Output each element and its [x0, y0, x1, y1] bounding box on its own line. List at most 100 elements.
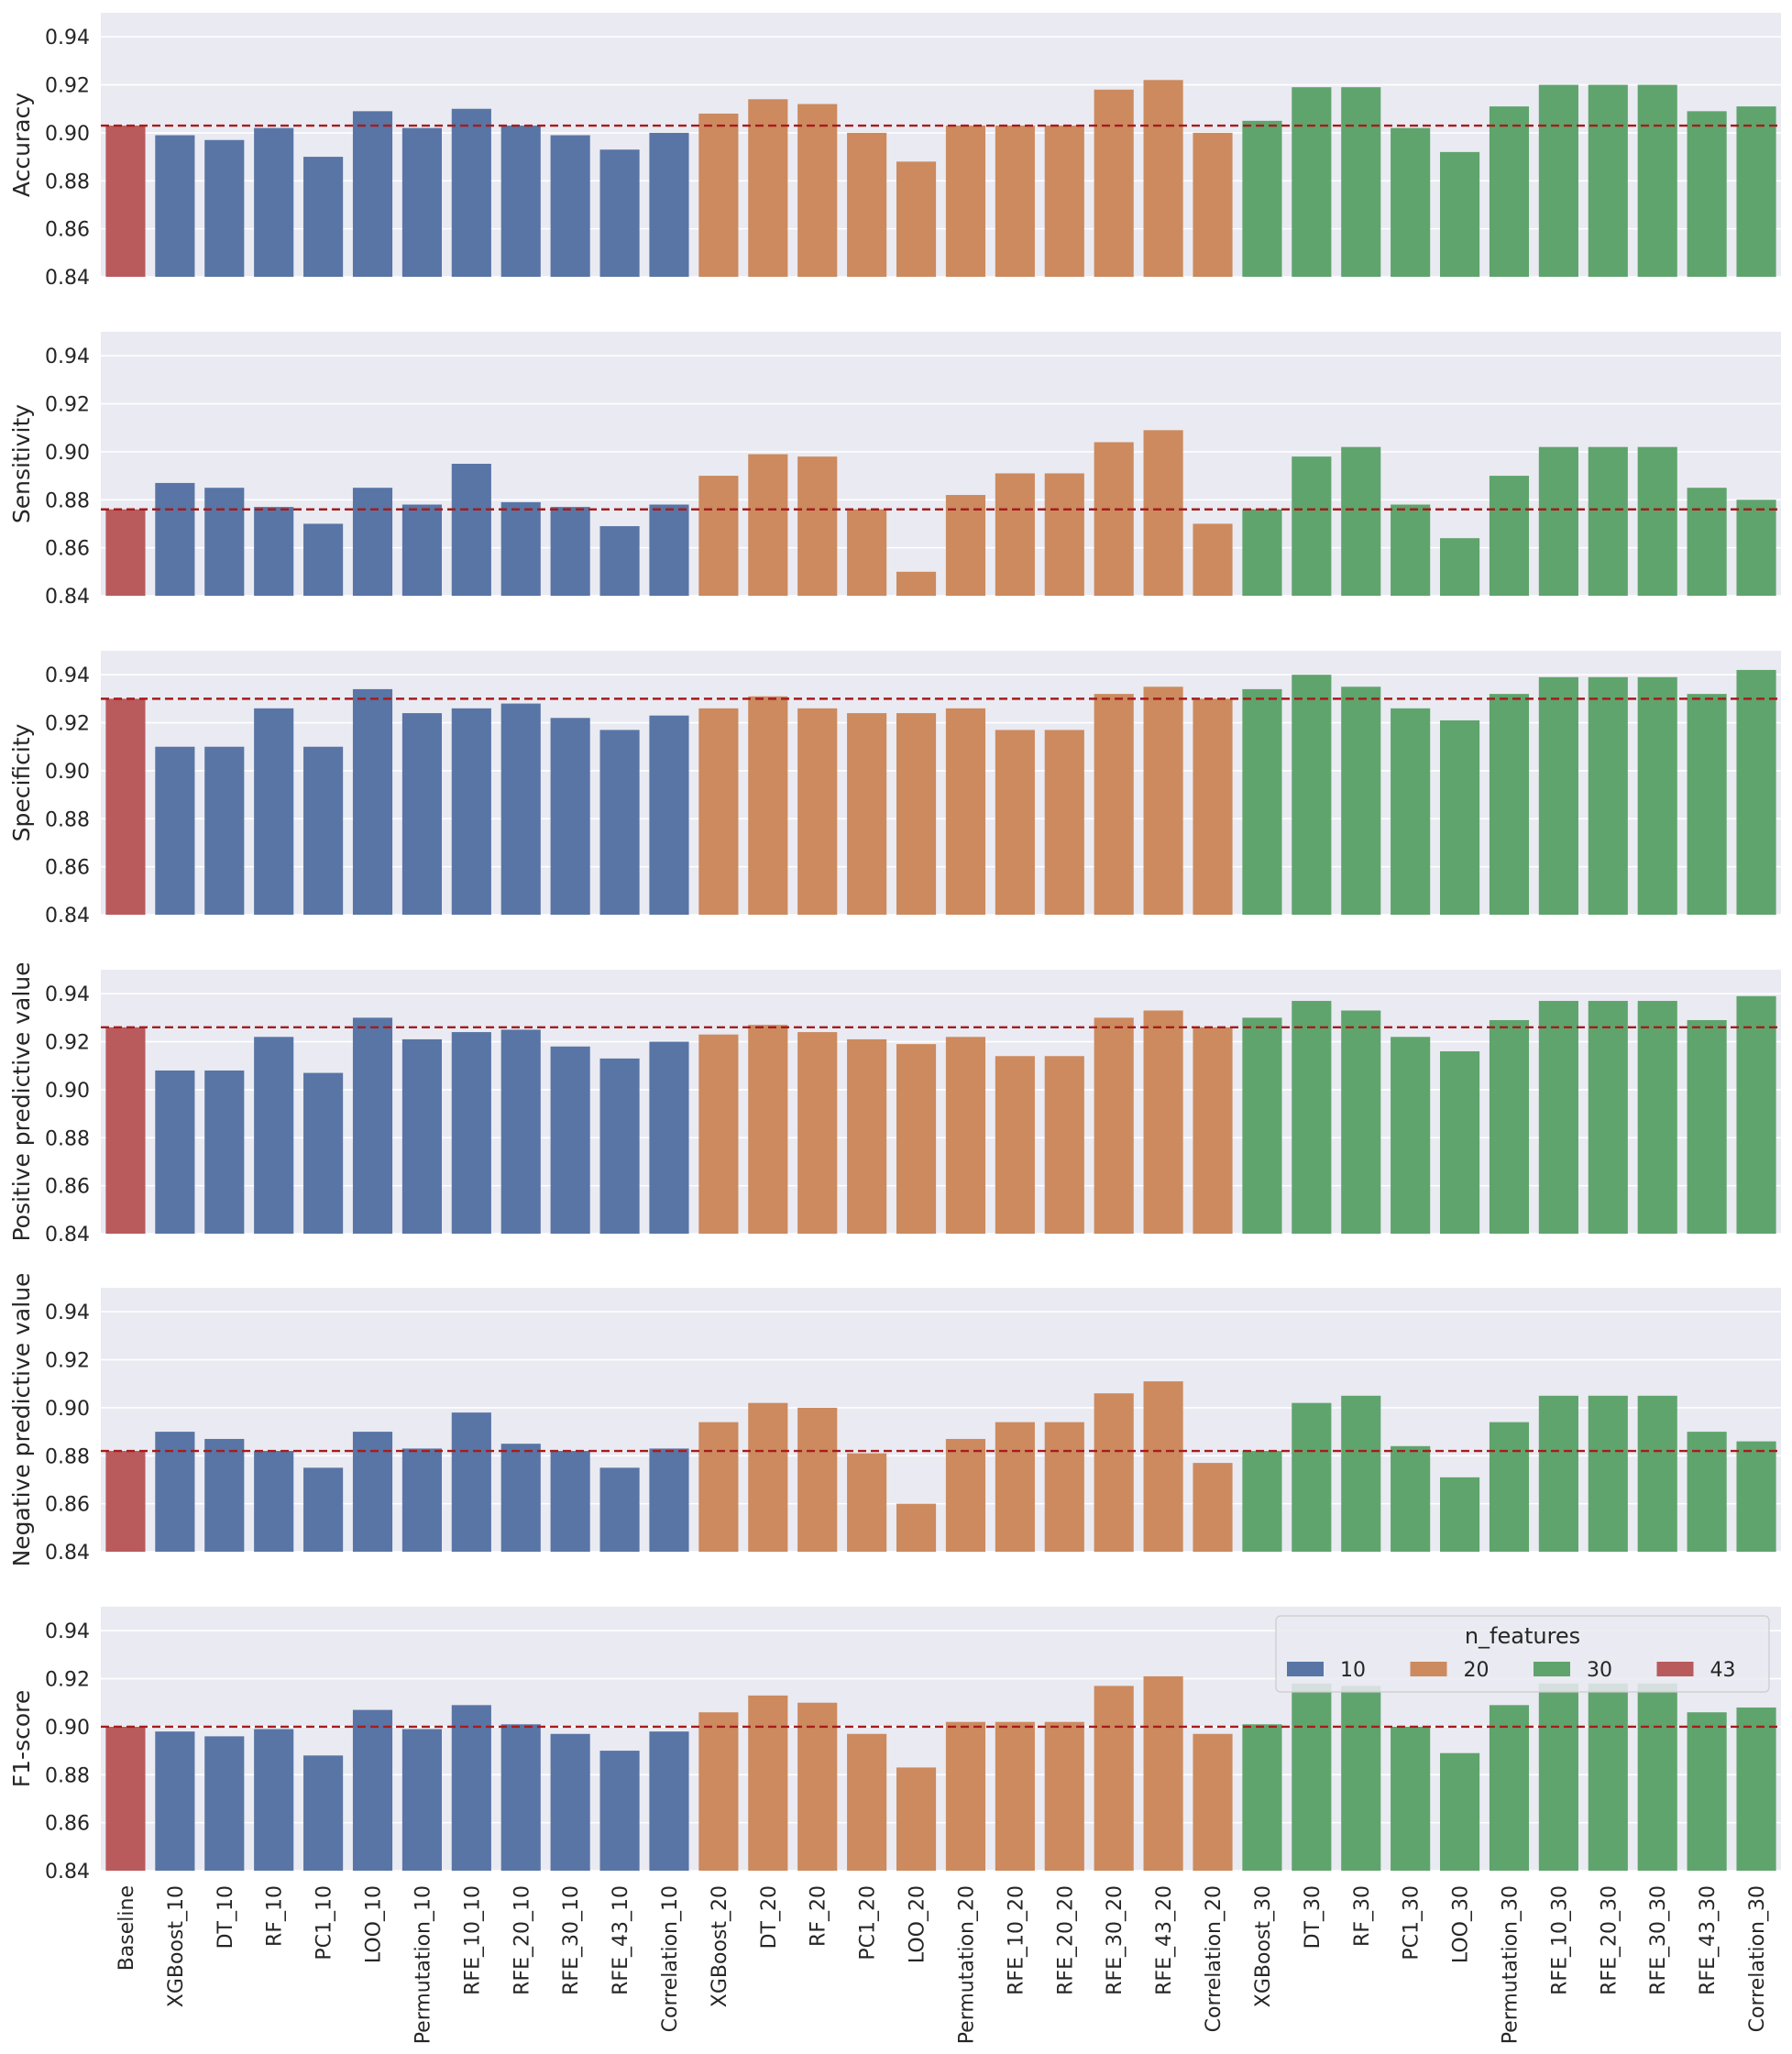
y-tick-label: 0.84: [45, 586, 90, 609]
bar-RFE_43_30: [1687, 694, 1727, 915]
bar-XGBoost_10: [155, 1432, 195, 1552]
bar-RFE_10_30: [1538, 1001, 1578, 1234]
legend-label-20: 20: [1464, 1659, 1490, 1682]
x-tick-label: PC1_30: [1401, 1885, 1424, 1961]
bar-RFE_10_20: [995, 126, 1035, 277]
bar-DT_20: [748, 696, 788, 915]
bar-DT_20: [748, 1025, 788, 1234]
x-tick-label: DT_20: [758, 1885, 781, 1949]
bar-DT_30: [1292, 1683, 1332, 1871]
bar-RFE_30_20: [1094, 1686, 1134, 1871]
bar-PC1_10: [303, 523, 344, 596]
x-tick-label: RFE_43_10: [610, 1885, 632, 1995]
bar-RFE_20_20: [1044, 126, 1084, 277]
bar-RFE_30_20: [1094, 89, 1134, 277]
x-tick-label: Permutation_10: [412, 1885, 434, 2044]
bar-RFE_20_20: [1044, 473, 1084, 596]
subplot-4: 0.84 0.86 0.88 0.90 0.92 0.94 Positive predict…: [8, 961, 1781, 1247]
bar-RFE_30_30: [1637, 84, 1677, 277]
y-tick-label: 0.90: [45, 1717, 90, 1740]
bar-Correlation_20: [1193, 523, 1233, 596]
y-tick-label: 0.90: [45, 123, 90, 146]
bar-Permutation_20: [945, 126, 986, 277]
x-tick-label: Correlation_10: [659, 1885, 682, 2032]
bar-XGBoost_30: [1242, 120, 1282, 277]
bar-Permutation_30: [1489, 1019, 1530, 1234]
bar-DT_10: [204, 139, 245, 277]
bar-PC1_30: [1391, 708, 1431, 915]
bar-Correlation_20: [1193, 132, 1233, 277]
y-tick-label: 0.86: [45, 1494, 90, 1517]
x-tick-label: RF_20: [808, 1885, 830, 1947]
x-tick-label: RFE_30_30: [1647, 1885, 1670, 1995]
bar-PC1_30: [1391, 1726, 1431, 1871]
y-tick-label: 0.86: [45, 538, 90, 561]
bar-RFE_10_10: [451, 1705, 491, 1871]
legend-swatch-10: [1287, 1662, 1324, 1676]
bar-LOO_20: [896, 713, 937, 915]
bar-RFE_10_30: [1538, 1395, 1578, 1552]
bar-Correlation_10: [649, 1448, 689, 1552]
bar-Permutation_20: [945, 1037, 986, 1234]
subplot-5: 0.84 0.86 0.88 0.90 0.92 0.94 Negative predict…: [8, 1273, 1781, 1566]
bar-RFE_10_30: [1538, 676, 1578, 915]
bar-DT_20: [748, 1695, 788, 1871]
bar-Permutation_20: [945, 1721, 986, 1871]
x-tick-label: XGBoost_30: [1252, 1885, 1275, 2007]
bar-Permutation_30: [1489, 476, 1530, 596]
x-tick-label: RFE_20_10: [511, 1885, 533, 1995]
x-tick-label: Correlation_30: [1746, 1885, 1769, 2032]
bar-RF_10: [254, 1037, 294, 1234]
bar-RFE_30_20: [1094, 1017, 1134, 1234]
bar-LOO_10: [352, 1017, 393, 1234]
x-tick-label: Baseline: [115, 1885, 138, 1971]
bar-RFE_20_30: [1588, 446, 1628, 596]
bar-RFE_10_10: [451, 464, 491, 596]
bar-RFE_43_20: [1143, 80, 1183, 278]
bar-RF_30: [1341, 686, 1381, 915]
bar-RFE_30_20: [1094, 694, 1134, 915]
subplot-1: 0.84 0.86 0.88 0.90 0.92 0.94 Accuracy: [8, 13, 1781, 290]
bar-RF_20: [797, 456, 838, 596]
bar-Permutation_10: [401, 1038, 442, 1234]
bar-DT_30: [1292, 1001, 1332, 1234]
y-tick-label: 0.84: [45, 1542, 90, 1565]
bar-RFE_43_30: [1687, 1432, 1727, 1552]
x-tick-label: RFE_30_10: [560, 1885, 583, 1995]
x-tick-label: RFE_10_20: [1005, 1885, 1028, 1995]
bar-RFE_43_10: [599, 1058, 640, 1234]
y-tick-label: 0.92: [45, 1669, 90, 1692]
y-tick-label: 0.94: [45, 1302, 90, 1324]
bar-PC1_20: [847, 132, 887, 277]
y-tick-label: 0.92: [45, 394, 90, 417]
y-axis-label: Specificity: [8, 723, 35, 841]
bar-DT_10: [204, 746, 245, 915]
y-tick-label: 0.92: [45, 1350, 90, 1373]
bar-Correlation_20: [1193, 1027, 1233, 1234]
bar-RFE_20_30: [1588, 676, 1628, 915]
bar-RFE_30_30: [1637, 446, 1677, 596]
bar-RFE_10_10: [451, 708, 491, 915]
y-tick-label: 0.86: [45, 219, 90, 242]
y-tick-label: 0.90: [45, 1080, 90, 1103]
bar-PC1_30: [1391, 504, 1431, 596]
bar-RFE_43_20: [1143, 1010, 1183, 1234]
bar-XGBoost_10: [155, 135, 195, 277]
bar-PC1_10: [303, 746, 344, 915]
bar-LOO_10: [352, 688, 393, 915]
bar-RFE_43_10: [599, 730, 640, 915]
bar-RFE_20_20: [1044, 730, 1084, 915]
bar-XGBoost_30: [1242, 509, 1282, 596]
bar-RFE_20_10: [500, 1444, 541, 1552]
bar-RF_10: [254, 507, 294, 596]
bar-RFE_43_30: [1687, 1712, 1727, 1871]
bar-LOO_30: [1440, 538, 1480, 596]
bar-PC1_20: [847, 1733, 887, 1871]
bar-RFE_30_20: [1094, 1393, 1134, 1552]
bar-XGBoost_10: [155, 746, 195, 915]
bar-LOO_30: [1440, 1752, 1480, 1871]
bar-RFE_20_20: [1044, 1721, 1084, 1871]
y-tick-label: 0.92: [45, 1032, 90, 1055]
x-tick-label: RFE_43_30: [1697, 1885, 1720, 1995]
bar-RFE_20_10: [500, 1724, 541, 1871]
